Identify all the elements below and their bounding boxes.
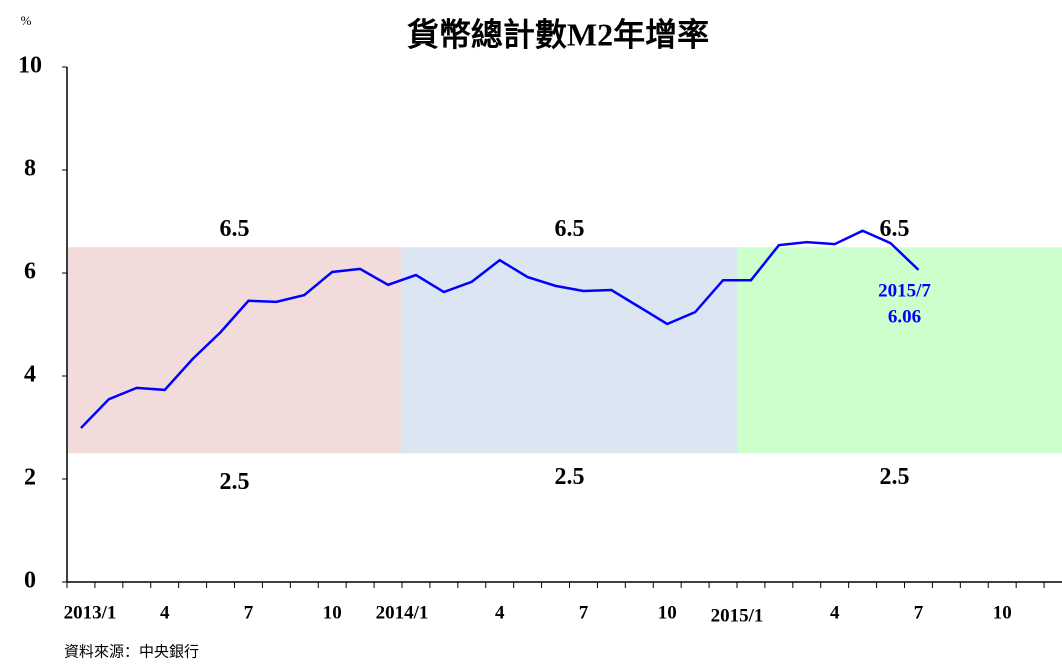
- band-high-label: 6.5: [220, 216, 250, 242]
- band-high-label: 6.5: [555, 216, 585, 242]
- y-tick-label: 2: [24, 465, 36, 491]
- target-band: [737, 247, 1062, 454]
- y-tick-label: 0: [24, 568, 36, 594]
- data-line: [80, 229, 920, 429]
- band-low-label: 2.5: [880, 464, 910, 490]
- x-tick-label: 7: [579, 602, 589, 623]
- x-tick-label: 2015/1: [711, 605, 764, 626]
- x-tick-label: 7: [914, 602, 924, 623]
- x-tick-label: 4: [160, 602, 170, 623]
- target-band: [402, 247, 737, 454]
- x-tick-label: 2014/1: [376, 602, 429, 623]
- y-tick-label: 8: [24, 156, 36, 182]
- band-high-label: 6.5: [880, 216, 910, 242]
- x-tick-label: 10: [323, 602, 342, 623]
- source-note: 資料來源：中央銀行: [64, 643, 199, 661]
- annotation-label: 2015/7: [878, 280, 931, 301]
- y-tick-label: 10: [18, 53, 42, 79]
- x-tick-label: 4: [830, 602, 840, 623]
- band-low-label: 2.5: [220, 469, 250, 495]
- y-tick-label: 6: [24, 259, 36, 285]
- x-tick-label: 2013/1: [64, 602, 117, 623]
- y-unit: %: [21, 13, 32, 28]
- x-tick-label: 7: [244, 602, 254, 623]
- x-tick-label: 4: [495, 602, 505, 623]
- y-tick-label: 4: [24, 362, 36, 388]
- chart-title: 貨幣總計數M2年增率: [407, 16, 709, 52]
- target-band: [67, 247, 402, 454]
- x-tick-label: 10: [658, 602, 677, 623]
- band-low-label: 2.5: [555, 464, 585, 490]
- annotation-value: 6.06: [888, 306, 921, 327]
- x-tick-label: 10: [993, 602, 1012, 623]
